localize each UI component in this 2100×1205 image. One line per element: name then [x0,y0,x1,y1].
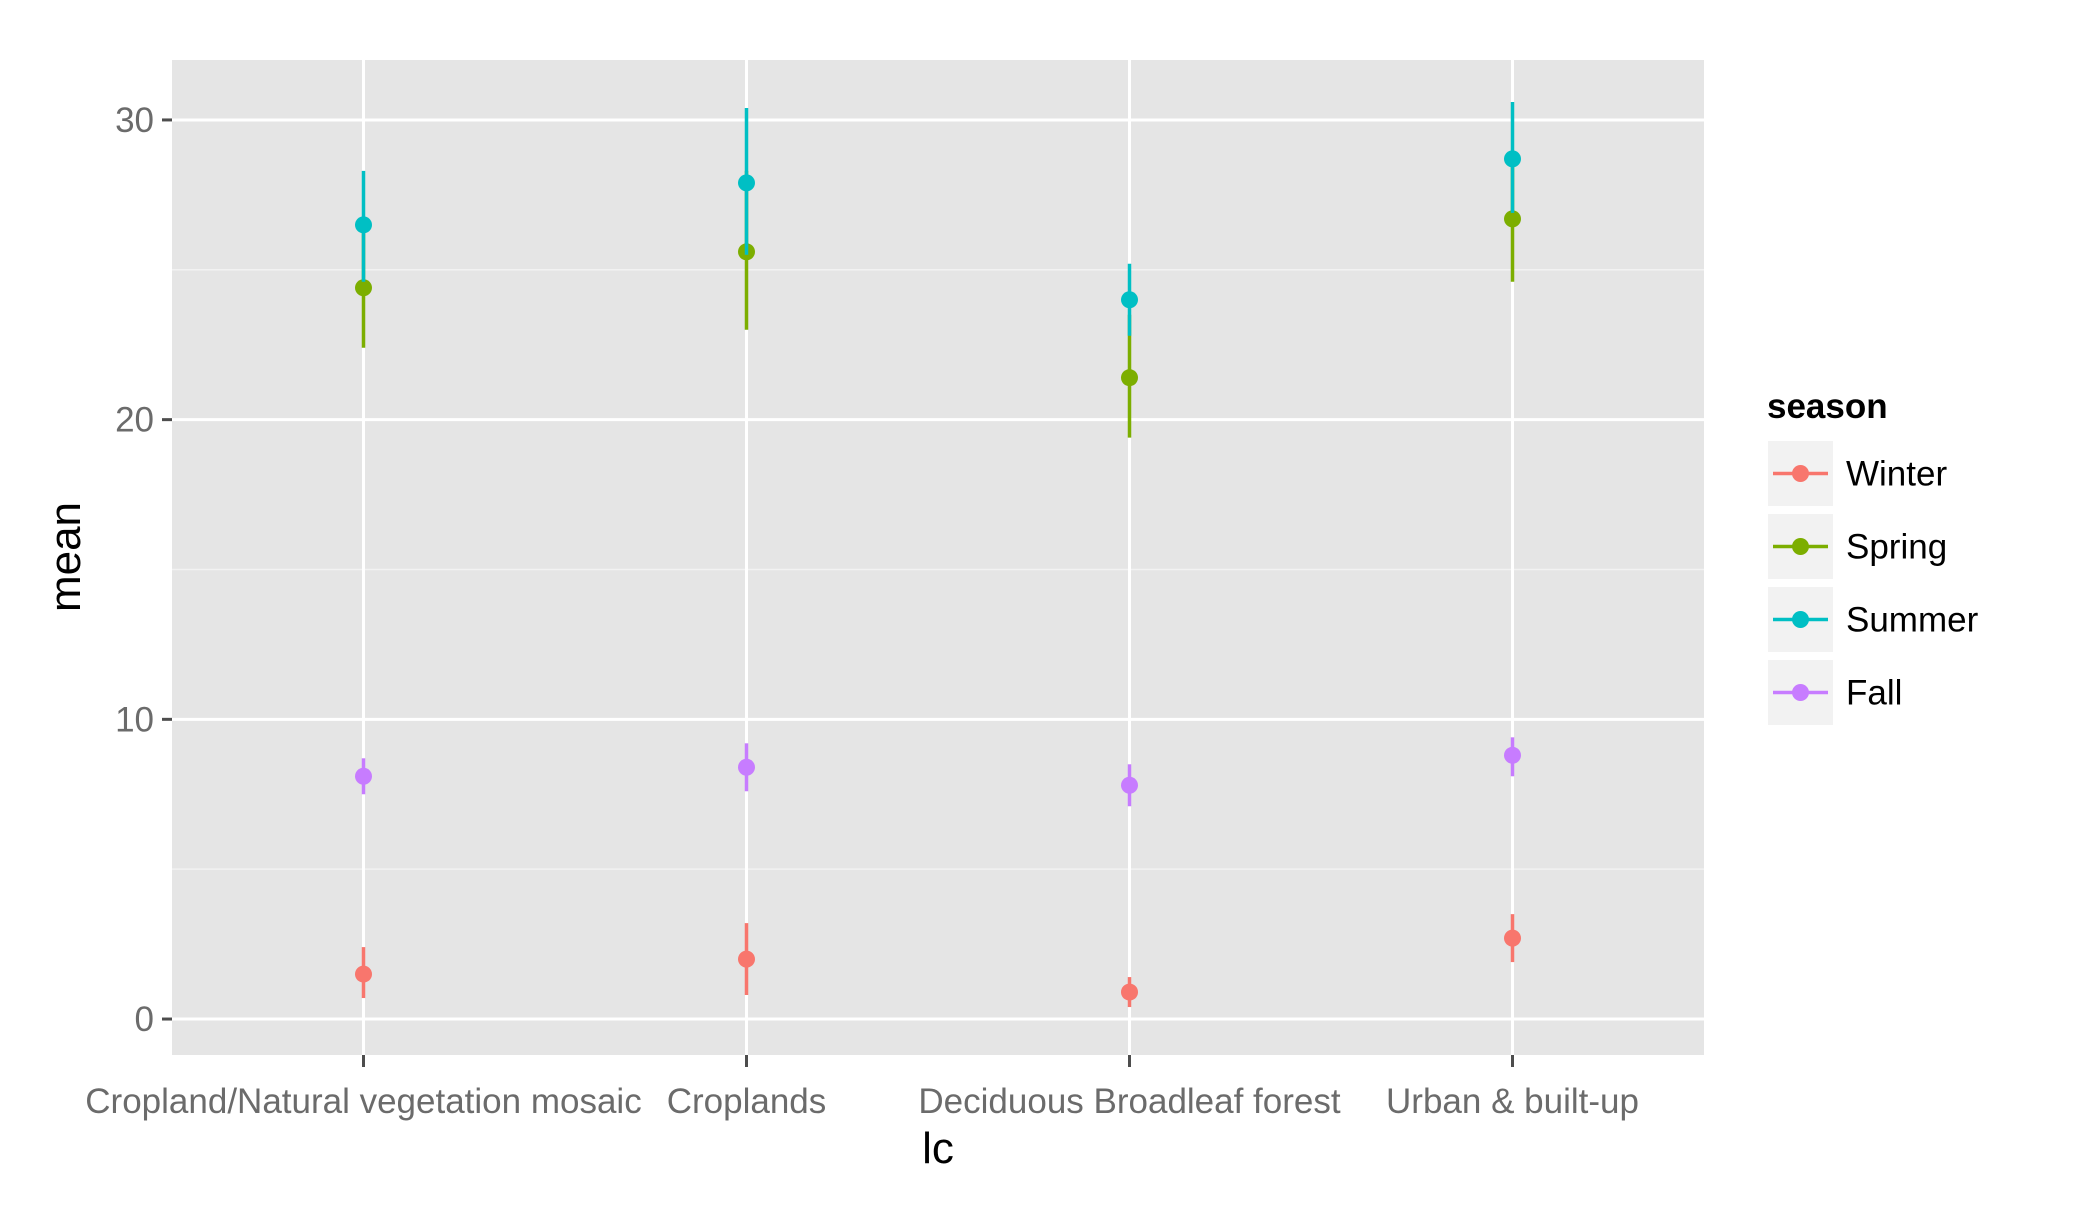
series-summer [355,101,1521,336]
x-tick-label: Cropland/Natural vegetation mosaic [85,1082,641,1121]
legend-label-fall: Fall [1846,674,1902,713]
point-summer [355,216,372,234]
point-spring [355,279,372,297]
legend-item-summer: Summer [1766,585,1979,654]
legend: season Winter Spring Summer Fall [1766,387,1979,727]
point-summer [1121,291,1138,309]
point-fall [738,758,755,776]
point-fall [1121,776,1138,794]
point-winter [1121,983,1138,1001]
x-tick-label: Deciduous Broadleaf forest [918,1082,1340,1121]
axis-layer: 0 10 20 30 Cropland/Natural vegetation mosai… [85,101,1639,1121]
point-winter [1504,929,1521,947]
legend-key-point [1792,465,1809,482]
x-tick-label: Urban & built-up [1386,1082,1639,1121]
point-winter [738,950,755,968]
legend-key-point [1792,684,1809,701]
point-spring [1504,210,1521,228]
point-spring [1121,369,1138,387]
legend-label-summer: Summer [1846,601,1979,640]
y-tick-label: 30 [115,101,154,140]
legend-title: season [1767,387,1888,426]
y-tick-label: 0 [135,1000,154,1039]
legend-label-spring: Spring [1846,528,1947,567]
series-layer [355,101,1521,1008]
point-fall [355,767,372,785]
legend-item-winter: Winter [1766,439,1947,508]
x-tick-label: Croplands [667,1082,827,1121]
y-tick-label: 10 [115,700,154,739]
point-summer [738,174,755,192]
y-tick-label: 20 [115,401,154,440]
point-winter [355,965,372,983]
legend-label-winter: Winter [1846,455,1947,494]
legend-item-spring: Spring [1766,512,1947,581]
point-summer [1504,150,1521,168]
plot-panel-background [172,60,1704,1055]
legend-key-point [1792,611,1809,628]
legend-item-fall: Fall [1766,658,1902,727]
series-winter [355,914,1521,1008]
x-axis-title: lc [922,1124,954,1173]
point-fall [1504,746,1521,764]
y-axis-title: mean [41,502,90,612]
legend-key-point [1792,538,1809,555]
series-fall [355,737,1521,807]
